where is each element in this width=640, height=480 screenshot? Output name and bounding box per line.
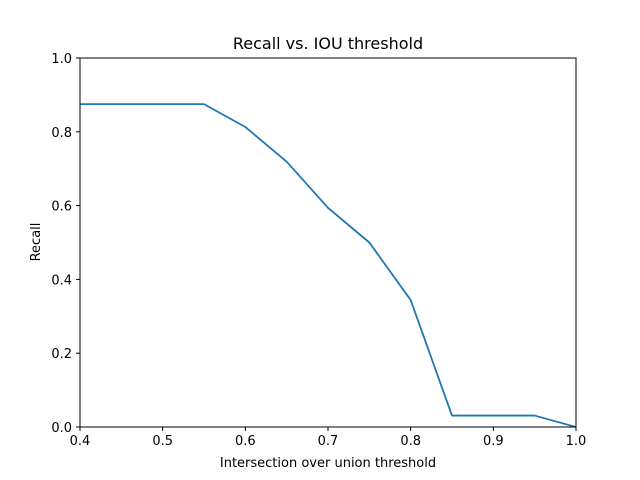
series-line-0 [80, 104, 576, 427]
x-tick-label: 0.8 [400, 434, 421, 449]
x-tick-label: 0.5 [152, 434, 173, 449]
y-tick-label: 0.8 [51, 126, 72, 141]
axes-frame [80, 58, 576, 427]
x-axis-label: Intersection over union threshold [220, 456, 436, 471]
x-tick-label: 0.9 [483, 434, 504, 449]
x-tick-label: 1.0 [566, 434, 587, 449]
y-tick-label: 1.0 [51, 52, 72, 67]
x-tick-label: 0.7 [318, 434, 339, 449]
y-tick-label: 0.4 [51, 273, 72, 288]
x-tick-label: 0.6 [235, 434, 256, 449]
y-tick-label: 0.6 [51, 200, 72, 215]
x-tick-label: 0.4 [70, 434, 91, 449]
y-tick-label: 0.0 [51, 421, 72, 436]
y-axis-label: Recall [29, 223, 44, 262]
chart-title: Recall vs. IOU threshold [233, 34, 423, 53]
y-tick-label: 0.2 [51, 347, 72, 362]
plot-area: 0.4 0.5 0.6 0.7 0.8 0.9 1.0 0.0 0.2 0.4 0.6 0.8 1.0 [51, 52, 586, 449]
